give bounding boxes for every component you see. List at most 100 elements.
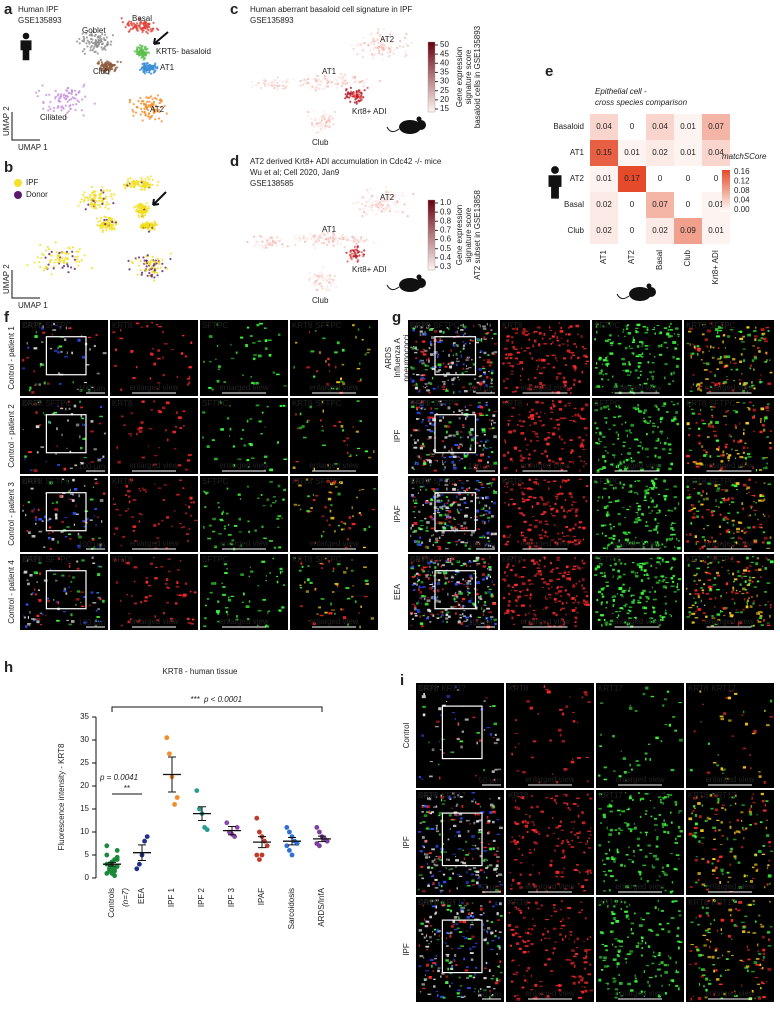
- signal: [275, 500, 276, 501]
- label: signature score: [464, 207, 473, 262]
- signal: [711, 415, 713, 416]
- signal: [582, 449, 585, 450]
- signal: [321, 598, 325, 599]
- signal: [546, 502, 550, 503]
- signal: [332, 571, 333, 572]
- signal: [263, 505, 266, 506]
- cell-dot: [85, 208, 87, 210]
- cell-dot: [60, 95, 62, 97]
- cell-dot: [81, 98, 83, 100]
- cell-dot: [261, 236, 263, 238]
- signal: [266, 575, 267, 577]
- signal: [520, 379, 521, 381]
- signal: [609, 334, 612, 336]
- signal: [585, 404, 588, 407]
- signal: [27, 623, 31, 624]
- signal: [363, 547, 366, 548]
- cell-dot: [394, 204, 396, 206]
- signal: [444, 461, 445, 463]
- label: a: [4, 1, 13, 18]
- signal: [239, 531, 242, 532]
- signal: [156, 324, 158, 325]
- signal: [465, 417, 467, 420]
- signal: [154, 455, 158, 456]
- signal: [595, 432, 597, 433]
- cell-dot: [87, 197, 89, 199]
- signal: [423, 386, 424, 387]
- cell-dot: [153, 228, 155, 230]
- signal: [486, 448, 489, 450]
- signal: [480, 352, 481, 353]
- signal: [536, 412, 538, 414]
- label: Influenza A: [393, 338, 402, 378]
- signal: [37, 618, 41, 619]
- signal: [482, 522, 483, 523]
- cell-dot: [110, 44, 112, 46]
- signal: [647, 328, 649, 331]
- signal: [452, 488, 456, 491]
- signal: [622, 331, 623, 333]
- signal: [224, 528, 226, 530]
- signal: [53, 574, 56, 575]
- label: AT2: [380, 193, 395, 202]
- signal: [597, 386, 600, 388]
- signal: [536, 360, 538, 362]
- signal: [155, 483, 156, 484]
- signal: [744, 443, 746, 445]
- label: DAPI: [410, 477, 429, 486]
- cell-dot: [67, 265, 69, 267]
- signal: [73, 381, 74, 383]
- signal: [621, 358, 625, 360]
- signal: [424, 461, 425, 462]
- signal: [697, 348, 701, 351]
- cell-dot: [265, 238, 267, 240]
- cell-dot: [161, 99, 163, 101]
- mouse-icon: [617, 294, 629, 299]
- label: AT2: [570, 174, 585, 183]
- cell-dot: [141, 100, 143, 102]
- cell-dot: [366, 78, 368, 80]
- signal: [629, 432, 632, 433]
- label: 0.02: [652, 226, 668, 235]
- cell-dot: [81, 259, 83, 261]
- signal: [33, 618, 37, 620]
- mouse-icon: [387, 127, 399, 132]
- label: Basal: [655, 250, 664, 270]
- signal: [481, 340, 482, 342]
- signal: [676, 423, 678, 425]
- signal: [470, 444, 471, 447]
- signal: [725, 347, 726, 348]
- signal: [41, 342, 43, 343]
- signal: [525, 334, 529, 336]
- cell-dot: [78, 38, 80, 40]
- cell-dot: [317, 75, 319, 77]
- signal: [581, 418, 583, 420]
- label: 0.02: [596, 200, 612, 209]
- signal: [748, 408, 750, 411]
- signal: [468, 367, 471, 368]
- cell-dot: [374, 205, 376, 207]
- signal: [489, 428, 493, 430]
- cell-dot: [357, 43, 359, 45]
- cell-dot: [389, 210, 391, 212]
- signal: [162, 374, 165, 376]
- signal: [441, 494, 443, 496]
- signal: [418, 544, 422, 546]
- signal: [418, 511, 420, 513]
- signal: [575, 508, 578, 511]
- signal: [277, 515, 281, 517]
- signal: [737, 441, 739, 444]
- cell-dot: [140, 177, 142, 179]
- cell-dot: [299, 80, 301, 82]
- signal: [607, 452, 609, 454]
- signal: [124, 424, 126, 425]
- cell-dot: [148, 71, 150, 73]
- signal: [320, 615, 324, 616]
- label: SFTPC: [709, 321, 735, 330]
- signal: [762, 457, 765, 459]
- label: 0.04: [734, 196, 750, 205]
- signal: [310, 350, 314, 352]
- signal: [643, 412, 646, 414]
- signal: [33, 370, 34, 373]
- label: 15: [440, 104, 449, 113]
